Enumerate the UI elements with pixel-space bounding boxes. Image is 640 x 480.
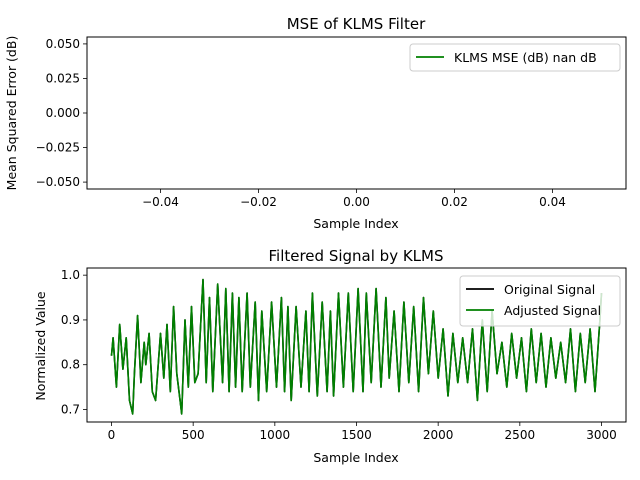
mse-chart: MSE of KLMS Filter Sample Index Mean Squ… <box>4 15 627 231</box>
signal-y-ticks: 1.0 0.9 0.8 0.7 <box>61 268 87 416</box>
mse-y-tick-label: 0.000 <box>46 106 80 120</box>
signal-x-tick-label: 1500 <box>341 428 372 442</box>
signal-y-tick-label: 0.8 <box>61 358 80 372</box>
signal-x-ticks: 0 500 1000 1500 2000 2500 3000 <box>108 422 617 442</box>
signal-legend-label-original: Original Signal <box>504 282 595 297</box>
mse-x-axis-label: Sample Index <box>313 216 398 231</box>
signal-y-tick-label: 0.7 <box>61 402 80 416</box>
mse-y-ticks: 0.050 0.025 0.000 −0.025 −0.050 <box>36 37 87 189</box>
mse-x-ticks: −0.04 −0.02 0.00 0.02 0.04 <box>142 189 566 209</box>
signal-legend-label-adjusted: Adjusted Signal <box>504 303 601 318</box>
signal-y-axis-label: Normalized Value <box>33 291 48 400</box>
signal-series-line-1 <box>110 278 603 415</box>
signal-plot-frame <box>86 267 627 423</box>
mse-x-tick-label: 0.02 <box>441 195 468 209</box>
signal-x-tick-label: 3000 <box>586 428 617 442</box>
mse-legend: KLMS MSE (dB) nan dB <box>409 43 621 72</box>
signal-x-axis-label: Sample Index <box>313 450 398 465</box>
signal-y-tick-label: 1.0 <box>61 268 80 282</box>
mse-legend-box <box>409 43 621 72</box>
mse-legend-label: KLMS MSE (dB) nan dB <box>454 50 597 65</box>
signal-chart: Filtered Signal by KLMS Sample Index Nor… <box>33 247 627 465</box>
signal-series-lines <box>110 278 603 415</box>
signal-x-tick-label: 2000 <box>423 428 454 442</box>
signal-legend: Original Signal Adjusted Signal <box>459 275 621 327</box>
mse-chart-title: MSE of KLMS Filter <box>287 15 426 33</box>
mse-x-tick-label: −0.04 <box>142 195 179 209</box>
signal-y-tick-label: 0.9 <box>61 313 80 327</box>
mse-x-tick-label: −0.02 <box>240 195 277 209</box>
signal-legend-box <box>459 275 621 327</box>
signal-x-tick-label: 2500 <box>505 428 536 442</box>
mse-y-tick-label: −0.025 <box>36 141 80 155</box>
mse-y-tick-label: 0.025 <box>46 71 80 85</box>
mse-plot-frame <box>86 36 627 190</box>
signal-x-tick-label: 1000 <box>260 428 291 442</box>
mse-y-axis-label: Mean Squared Error (dB) <box>4 36 19 191</box>
signal-x-tick-label: 0 <box>108 428 116 442</box>
signal-chart-title: Filtered Signal by KLMS <box>268 247 443 265</box>
mse-x-tick-label: 0.04 <box>539 195 566 209</box>
mse-y-tick-label: 0.050 <box>46 37 80 51</box>
mse-x-tick-label: 0.00 <box>343 195 370 209</box>
signal-x-tick-label: 500 <box>182 428 205 442</box>
mse-y-tick-label: −0.050 <box>36 175 80 189</box>
